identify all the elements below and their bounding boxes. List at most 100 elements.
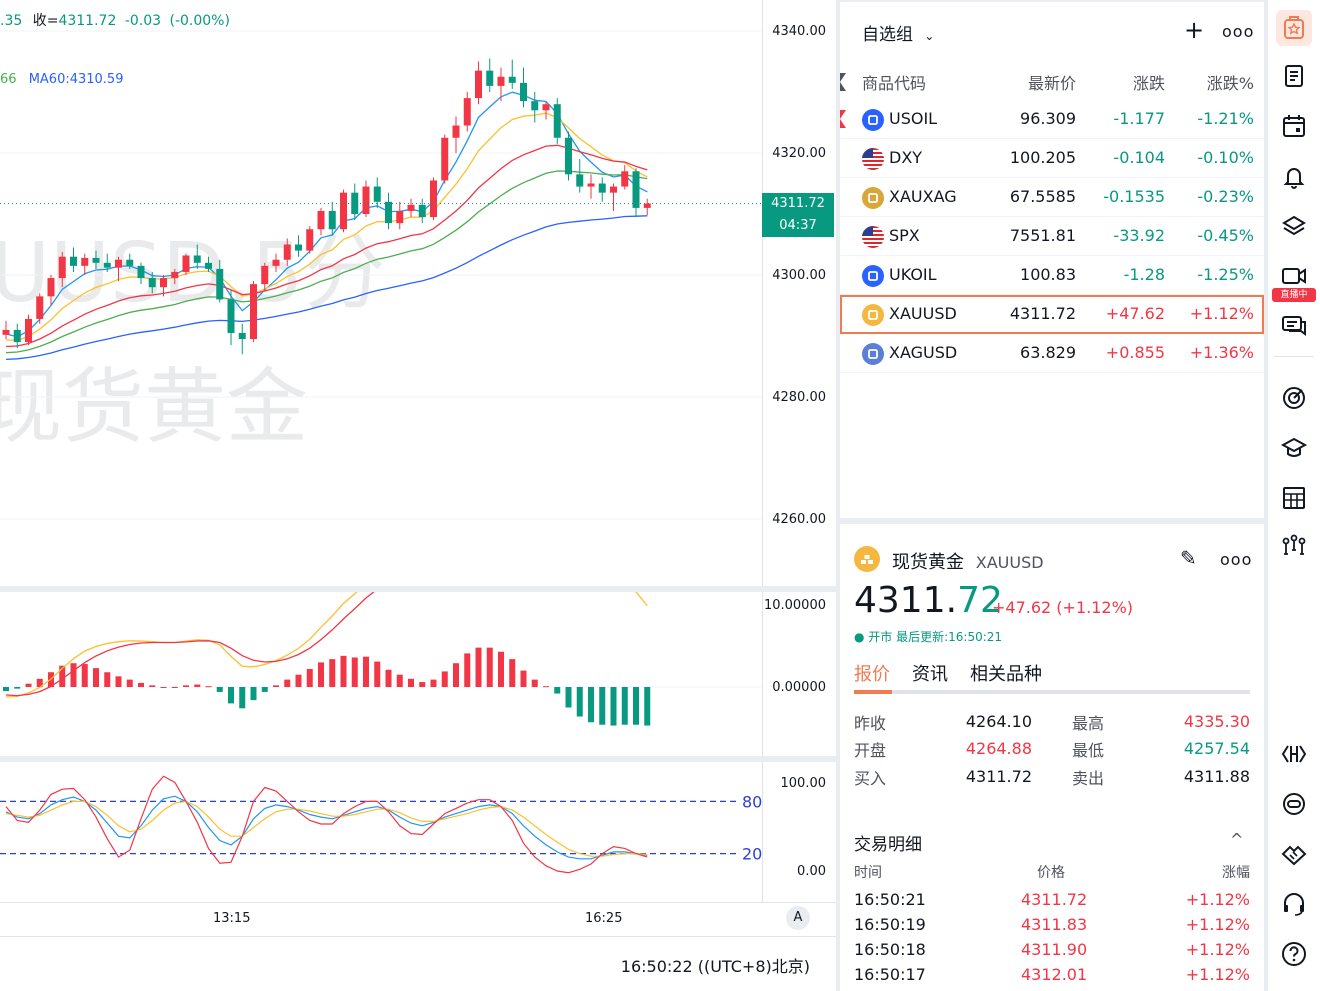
auto-scale-button[interactable]: A — [786, 906, 810, 930]
trade-price: 4312.01 — [1021, 965, 1088, 984]
kdj-axis[interactable]: 100.00 0.00 — [762, 762, 836, 902]
watchlist-row[interactable]: DXY 100.205 -0.104 -0.10% — [840, 139, 1264, 178]
macd-histogram-bar — [475, 647, 482, 687]
candle-body — [508, 76, 516, 83]
price-chart[interactable] — [0, 0, 762, 586]
macd-histogram-bar — [621, 687, 628, 725]
flag-icon[interactable] — [840, 110, 846, 128]
candle-body — [250, 284, 257, 340]
pane-divider[interactable] — [0, 756, 836, 762]
edit-icon[interactable]: ✎ — [1180, 546, 1197, 570]
kdj-k-line — [5, 795, 648, 860]
macd-histogram-bar — [273, 685, 279, 687]
tab-quote[interactable]: 报价 — [854, 664, 890, 685]
flag-icon[interactable] — [840, 73, 846, 91]
candle-body — [340, 192, 347, 230]
column-change[interactable]: 涨跌 — [1132, 74, 1165, 93]
candle-body — [621, 171, 629, 187]
row-symbol: SPX — [889, 226, 920, 245]
news-icon[interactable] — [1276, 58, 1312, 94]
bar-countdown-tag: 04:37 — [762, 215, 834, 237]
symbol-detail-panel: 现货黄金 XAUUSD ✎ ooo 4311.72 +47.62 (+1.12%… — [840, 524, 1264, 991]
macd-histogram-bar — [441, 671, 448, 687]
quote-label: 最低 — [1072, 741, 1105, 760]
trade-time: 16:50:17 — [854, 965, 926, 984]
candle-body — [25, 318, 32, 343]
gold-silver-icon — [862, 187, 884, 209]
macd-chart[interactable] — [0, 590, 762, 756]
headset-icon[interactable] — [1276, 886, 1312, 922]
tab-related[interactable]: 相关品种 — [970, 664, 1042, 685]
trade-pct: +1.12% — [1185, 965, 1250, 984]
silver-icon — [862, 343, 884, 365]
chart-pane[interactable]: UUSD,5分 现货黄金 80 20 .35 收=4311.72 -0.03 (-… — [0, 0, 836, 991]
table-icon[interactable] — [1276, 480, 1312, 516]
tab-news[interactable]: 资讯 — [912, 664, 948, 685]
watchlist-row[interactable]: UKOIL 100.83 -1.28 -1.25% — [840, 256, 1264, 295]
macd-histogram-bar — [36, 678, 43, 687]
legend-change-pct: (-0.00%) — [169, 13, 230, 29]
collapse-trades-button[interactable]: ^ — [1230, 830, 1244, 849]
price-tick: 4300.00 — [772, 268, 826, 283]
macd-histogram-bar — [576, 687, 583, 717]
candle-body — [407, 204, 415, 211]
watchlist-row[interactable]: XAUUSD 4311.72 +47.62 +1.12% — [840, 295, 1264, 334]
pane-divider[interactable] — [0, 586, 836, 592]
time-tick: 16:25 — [585, 911, 623, 926]
live-badge: 直播中 — [1272, 288, 1316, 302]
clock-time: 16:50:22 — [620, 957, 693, 976]
column-change-pct[interactable]: 涨跌% — [1206, 74, 1254, 93]
macd-histogram-bar — [126, 679, 133, 687]
time-axis[interactable]: 13:15 16:25 — [0, 902, 836, 936]
code-brackets-icon[interactable] — [1276, 736, 1312, 772]
chat-icon[interactable] — [1276, 308, 1312, 344]
candle-body — [2, 329, 10, 335]
macd-histogram-bar — [396, 674, 403, 687]
bottom-bar: 16:50:22 ((UTC+8)北京) — [0, 936, 836, 991]
candle-body — [216, 268, 224, 300]
macd-histogram-bar — [171, 687, 178, 688]
ma10-line — [5, 112, 648, 341]
help-icon[interactable] — [1276, 936, 1312, 972]
watchlist-selector[interactable]: 自选组 ⌄ — [862, 20, 934, 45]
watchlist-row[interactable]: XAGUSD 63.829 +0.855 +1.36% — [840, 334, 1264, 373]
more-menu-button[interactable]: ooo — [1222, 22, 1255, 41]
live-video-icon[interactable] — [1276, 258, 1312, 294]
row-last: 96.309 — [1020, 109, 1076, 128]
layers-icon[interactable] — [1276, 208, 1312, 244]
trade-pct: +1.12% — [1185, 940, 1250, 959]
watchlist-icon[interactable] — [1276, 10, 1312, 46]
handshake-icon[interactable] — [1276, 836, 1312, 872]
macd-histogram-bar — [633, 687, 639, 725]
candle-body — [182, 255, 190, 272]
network-icon[interactable] — [1276, 528, 1312, 564]
quote-label: 开盘 — [854, 741, 887, 760]
watermark-name: 现货黄金 — [0, 360, 309, 455]
candle-body — [486, 70, 494, 86]
watchlist-row[interactable]: XAUXAG 67.5585 -0.1535 -0.23% — [840, 178, 1264, 217]
ma60-label: MA60:4310.59 — [28, 72, 124, 87]
column-last[interactable]: 最新价 — [1027, 74, 1076, 93]
calendar-icon[interactable] — [1276, 108, 1312, 144]
row-last: 63.829 — [1020, 343, 1076, 362]
column-symbol[interactable]: 商品代码 — [862, 74, 927, 93]
add-symbol-button[interactable]: + — [1184, 16, 1205, 44]
watchlist-row[interactable]: USOIL 96.309 -1.177 -1.21% — [840, 100, 1264, 139]
education-icon[interactable] — [1276, 430, 1312, 466]
target-icon[interactable] — [1276, 380, 1312, 416]
more-menu-button[interactable]: ooo — [1220, 550, 1253, 569]
bell-icon[interactable] — [1276, 158, 1312, 194]
macd-axis[interactable]: 10.00000 0.00000 — [762, 592, 836, 756]
right-toolbar: 直播中 — [1268, 0, 1320, 991]
candle-body — [542, 104, 550, 111]
row-change-pct: -1.21% — [1197, 109, 1254, 128]
row-change: -1.28 — [1123, 265, 1165, 284]
trade-price: 4311.72 — [1021, 890, 1088, 909]
price-axis[interactable]: 4340.00 4320.00 4300.00 4280.00 4260.00 — [762, 0, 836, 586]
clock-display[interactable]: 16:50:22 ((UTC+8)北京) — [621, 953, 810, 977]
watchlist-row[interactable]: SPX 7551.81 -33.92 -0.45% — [840, 217, 1264, 256]
kdj-chart[interactable]: 80 20 — [0, 760, 762, 902]
trade-time: 16:50:18 — [854, 940, 926, 959]
robot-icon[interactable] — [1276, 786, 1312, 822]
